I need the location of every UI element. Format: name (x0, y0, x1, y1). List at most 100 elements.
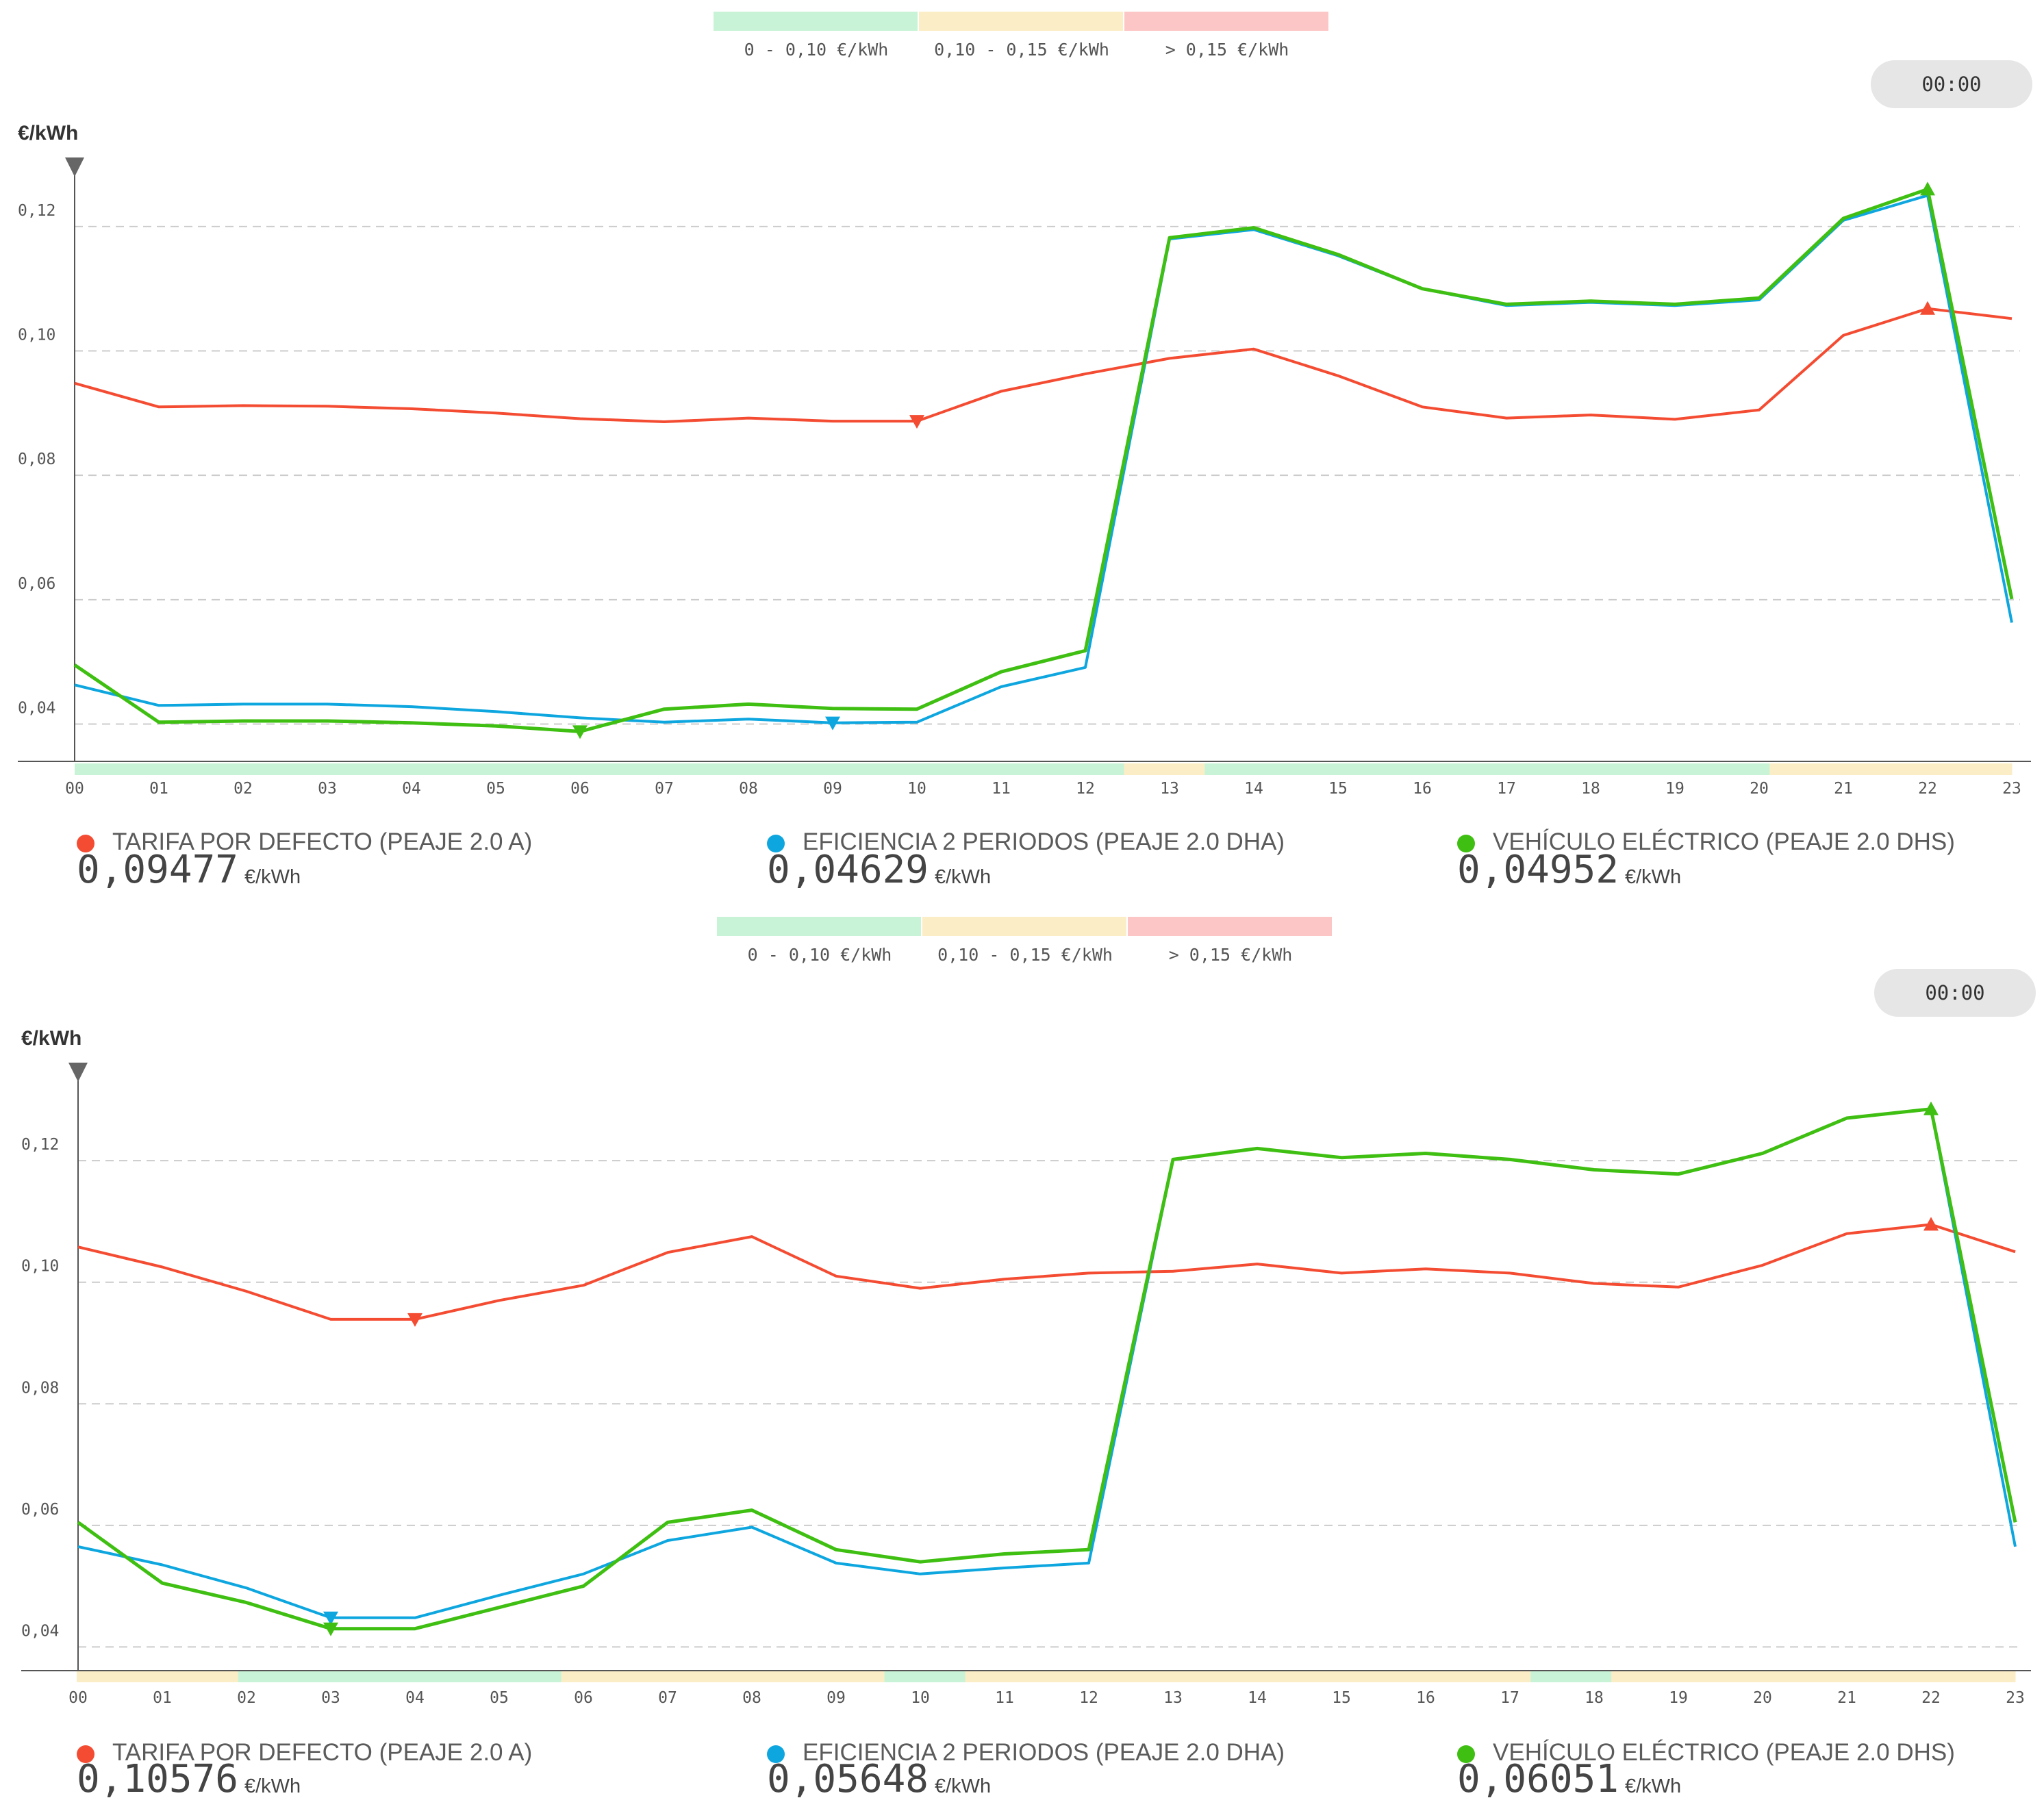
series-color-dot (767, 1745, 785, 1763)
series-color-dot (1457, 835, 1475, 852)
hour-band-segment (561, 1671, 643, 1682)
x-tick-label: 18 (1581, 780, 1600, 798)
hour-band-segment (803, 1671, 885, 1682)
hour-band-segment (1854, 1671, 1935, 1682)
hour-band-segment (1046, 1671, 1127, 1682)
hour-band-segment (399, 1671, 481, 1682)
hour-band-segment (77, 1671, 158, 1682)
series-price-unit: €/kWh (244, 866, 301, 888)
series-price-unit: €/kWh (935, 1775, 992, 1797)
series-price-unit: €/kWh (244, 1775, 301, 1797)
price-band-legend: 0 - 0,10 €/kWh 0,10 - 0,15 €/kWh > 0,15 €/… (714, 12, 1328, 60)
x-tick-label: 05 (490, 1689, 509, 1707)
hour-band-segment (157, 1671, 239, 1682)
x-tick-label: 10 (911, 1689, 930, 1707)
x-tick-label: 23 (2006, 1689, 2025, 1707)
hour-band-segment (1773, 1671, 1854, 1682)
x-tick-label: 21 (1834, 780, 1853, 798)
hour-band-segment (640, 763, 721, 775)
hour-band-segment (1204, 763, 1286, 775)
series-name[interactable]: VEHÍCULO ELÉCTRICO (PEAJE 2.0 DHS) (1493, 828, 1955, 855)
axes (18, 157, 2031, 762)
price-band-swatch (717, 917, 921, 936)
y-tick-label: 0,06 (21, 1501, 59, 1519)
y-axis-arrow-icon (65, 157, 84, 177)
y-tick-label: 0,08 (18, 451, 55, 468)
hour-band-segment (559, 763, 640, 775)
series-name[interactable]: TARIFA POR DEFECTO (PEAJE 2.0 A) (112, 828, 533, 855)
x-tick-label: 02 (237, 1689, 256, 1707)
series-current-price: 0,06051 (1457, 1757, 1619, 1801)
x-tick-label: 09 (827, 1689, 846, 1707)
x-tick-label: 16 (1416, 1689, 1435, 1707)
x-tick-label: 10 (907, 780, 926, 798)
y-tick-label: 0,10 (18, 327, 55, 344)
time-badge[interactable]: 00:00 (1871, 60, 2032, 108)
hour-band-segment (1124, 763, 1205, 775)
hour-band-segment (1207, 1671, 1289, 1682)
x-tick-label: 06 (570, 780, 590, 798)
x-tick-label: 21 (1837, 1689, 1856, 1707)
price-band-swatch (714, 12, 918, 31)
x-tick-label: 16 (1413, 780, 1432, 798)
x-tick-label: 14 (1244, 780, 1263, 798)
min-marker-icon (407, 1313, 422, 1327)
x-tick-label: 22 (1921, 1689, 1941, 1707)
series-name[interactable]: EFICIENCIA 2 PERIODOS (PEAJE 2.0 DHA) (803, 1739, 1285, 1766)
y-axis-ticks: 0,04 0,06 0,08 0,10 0,12 (21, 1136, 59, 1640)
hour-band-segment (480, 1671, 562, 1682)
hour-band-segment (478, 763, 559, 775)
hour-band-segment (965, 1671, 1046, 1682)
gridlines (78, 1160, 2020, 1648)
price-band-swatch (1124, 12, 1328, 31)
tariff-chart: 0 - 0,10 €/kWh 0,10 - 0,15 €/kWh > 0,15 €/… (18, 12, 2031, 798)
hour-band-segment (318, 1671, 401, 1682)
hour-band-segment (1608, 763, 1689, 775)
series-color-dot (1457, 1745, 1475, 1763)
x-tick-label: 07 (658, 1689, 677, 1707)
hour-band-segment (1692, 1671, 1774, 1682)
hour-band-segment (236, 763, 318, 775)
y-tick-label: 0,08 (21, 1379, 59, 1397)
series-name[interactable]: VEHÍCULO ELÉCTRICO (PEAJE 2.0 DHS) (1493, 1739, 1955, 1766)
price-band-label: 0 - 0,10 €/kWh (744, 40, 889, 60)
tariff-chart-panel: 0 - 0,10 €/kWh 0,10 - 0,15 €/kWh > 0,15 €/… (0, 905, 2044, 1810)
series-price-unit: €/kWh (1625, 866, 1682, 888)
tariff-chart: 0 - 0,10 €/kWh 0,10 - 0,15 €/kWh > 0,15 €/… (21, 917, 2031, 1707)
hour-band-segment (1527, 763, 1609, 775)
hour-band-segment (1611, 1671, 1693, 1682)
hour-band-segment (884, 1671, 966, 1682)
series-price-unit: €/kWh (935, 866, 992, 888)
x-tick-label: 11 (995, 1689, 1014, 1707)
hour-band-segment (1126, 1671, 1208, 1682)
x-tick-label: 04 (402, 780, 421, 798)
hour-band-segment (881, 763, 963, 775)
min-marker-icon (825, 716, 840, 731)
series-line (74, 307, 2013, 423)
x-tick-label: 23 (2002, 780, 2021, 798)
y-tick-label: 0,10 (21, 1258, 59, 1276)
time-badge[interactable]: 00:00 (1874, 969, 2036, 1017)
x-tick-label: 09 (823, 780, 842, 798)
hour-band-segment (1369, 1671, 1450, 1682)
series-name[interactable]: TARIFA POR DEFECTO (PEAJE 2.0 A) (112, 1739, 533, 1766)
x-tick-label: 12 (1076, 780, 1095, 798)
x-tick-label: 11 (992, 780, 1011, 798)
series-current-price: 0,04629 (767, 848, 929, 892)
x-tick-label: 00 (68, 1689, 88, 1707)
series-color-dot (77, 835, 94, 852)
hour-band-segment (1366, 763, 1448, 775)
hour-band-segment (722, 1671, 805, 1682)
series-name[interactable]: EFICIENCIA 2 PERIODOS (PEAJE 2.0 DHA) (803, 828, 1285, 855)
x-tick-label: 06 (574, 1689, 593, 1707)
max-marker-icon (1923, 1101, 1939, 1115)
hour-band-segment (800, 763, 883, 775)
x-tick-label: 13 (1160, 780, 1179, 798)
price-band-swatch (922, 917, 1126, 936)
x-tick-label: 17 (1497, 780, 1516, 798)
tariff-chart-panel: 0 - 0,10 €/kWh 0,10 - 0,15 €/kWh > 0,15 €/… (0, 0, 2044, 905)
series-line (77, 1223, 2016, 1321)
max-marker-icon (1923, 1217, 1939, 1231)
price-band-legend: 0 - 0,10 €/kWh 0,10 - 0,15 €/kWh > 0,15 €/… (717, 917, 1332, 965)
x-axis-ticks: 00 01 02 03 04 05 06 07 08 09 10 11 12 13 14 15 16 17 18 19… (68, 1689, 2025, 1707)
